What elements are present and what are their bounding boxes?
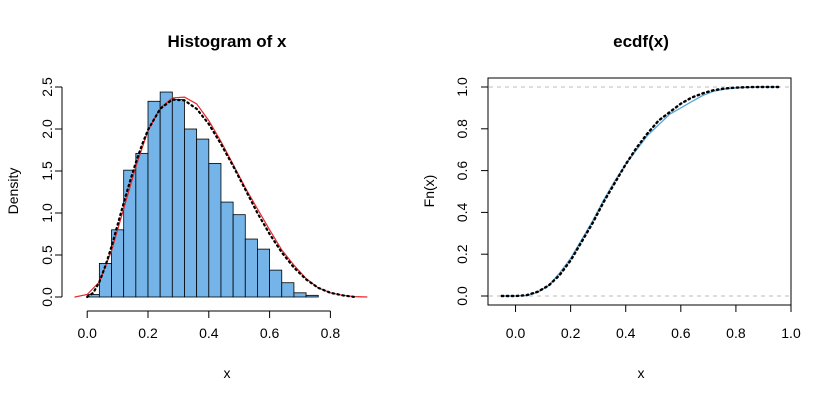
histogram-y-tick-label: 1.5 (39, 161, 55, 181)
theoretical-density-curve (86, 98, 356, 299)
ecdf-y-tick-label: 1.0 (454, 77, 470, 97)
ecdf-x-tick-label: 0.2 (561, 325, 581, 341)
histogram-bar (257, 248, 271, 298)
histogram-x-tick-label: 0.2 (138, 325, 158, 341)
ecdf-panel: ecdf(x) 0.0 0.2 0.4 0.6 0.8 1.0 0.00.20.40.60… (421, 32, 801, 381)
theoretical-cdf-curve (500, 85, 782, 298)
histogram-bar (281, 282, 295, 298)
histogram-y-tick-label: 0.5 (39, 245, 55, 265)
ecdf-y-tick-label: 0.2 (454, 244, 470, 264)
ecdf-x-tick-label: 1.0 (781, 325, 801, 341)
ecdf-x-axis: 0.0 0.2 0.4 0.6 0.8 1.0 (506, 305, 801, 341)
ecdf-y-axis: 0.0 0.2 0.4 0.6 0.8 1.0 (454, 77, 488, 306)
histogram-bar (159, 91, 173, 298)
histogram-x-tick-label: 0.6 (260, 325, 280, 341)
histogram-bar (147, 100, 161, 298)
histogram-x-tick-label: 0.4 (199, 325, 219, 341)
ecdf-x-tick-label: 0.6 (671, 325, 691, 341)
ecdf-x-tick-label: 0.0 (506, 325, 526, 341)
histogram-x-tick-label: 0.8 (321, 325, 341, 341)
histogram-bar (208, 163, 222, 298)
histogram-x-tick-label: 0.0 (77, 325, 97, 341)
ecdf-reference-lines (489, 86, 790, 297)
ecdf-y-tick-label: 0.0 (454, 286, 470, 306)
histogram-bar (184, 128, 198, 298)
histogram-y-tick-label: 2.5 (39, 77, 55, 97)
histogram-bar (171, 99, 185, 298)
histogram-bar (220, 201, 234, 298)
ecdf-y-tick-label: 0.4 (454, 202, 470, 222)
empirical-cdf-curve (501, 86, 778, 297)
histogram-bar (269, 269, 283, 298)
histogram-title: Histogram of x (167, 32, 287, 51)
ecdf-x-label: x (638, 365, 645, 381)
histogram-x-label: x (224, 365, 231, 381)
histogram-bar (232, 214, 246, 298)
ecdf-y-tick-label: 0.6 (454, 161, 470, 181)
ecdf-plot-box (487, 77, 792, 306)
histogram-density-lines (74, 96, 368, 299)
histogram-panel: Histogram of x 0.0 0.2 0.4 0.6 0.8 0.0 0.5 1.0… (5, 32, 368, 381)
histogram-y-tick-label: 1.0 (39, 203, 55, 223)
histogram-y-tick-label: 0.0 (39, 287, 55, 307)
ecdf-lines (500, 85, 782, 298)
ecdf-x-tick-label: 0.4 (616, 325, 636, 341)
ecdf-title: ecdf(x) (613, 32, 669, 51)
histogram-y-tick-label: 2.0 (39, 119, 55, 139)
histogram-y-axis: 0.0 0.5 1.0 1.5 2.0 2.5 (39, 77, 63, 307)
histogram-bar (305, 294, 319, 298)
histogram-bar (293, 292, 307, 298)
ecdf-y-tick-label: 0.8 (454, 119, 470, 139)
ecdf-x-tick-label: 0.8 (726, 325, 746, 341)
ecdf-y-label: Fn(x) (421, 175, 437, 208)
histogram-bar (135, 152, 149, 298)
histogram-x-axis: 0.0 0.2 0.4 0.6 0.8 (77, 310, 341, 341)
histogram-bar (196, 138, 210, 298)
histogram-y-label: Density (5, 168, 21, 215)
histogram-bar (244, 238, 258, 298)
histogram-bars (86, 91, 319, 298)
